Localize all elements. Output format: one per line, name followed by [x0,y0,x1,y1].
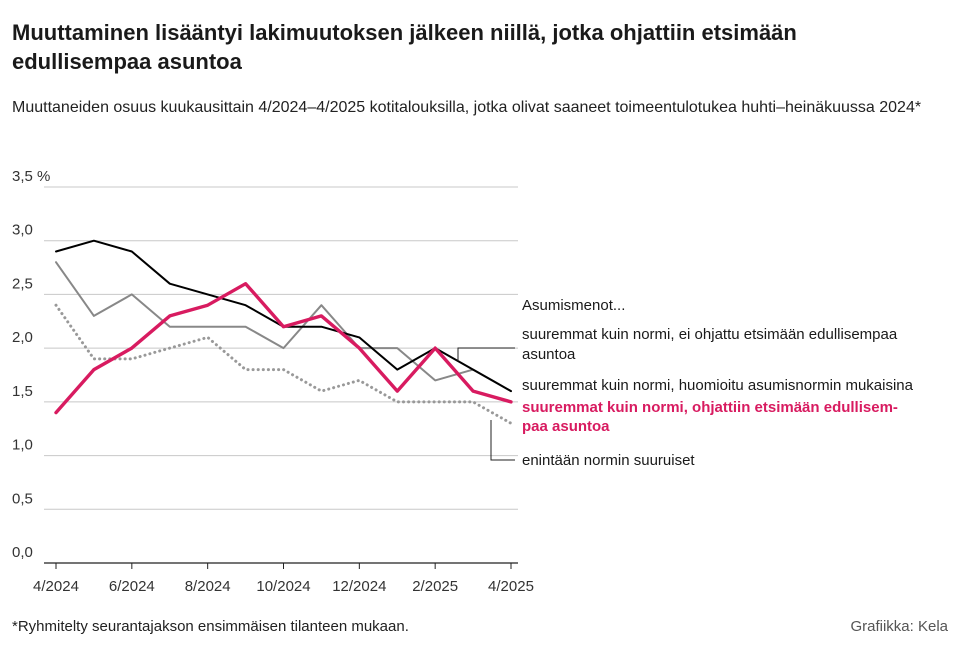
series-directed-label: suuremmat kuin normi, ohjattiin etsimään… [522,399,898,416]
y-tick-label: 1,0 [12,437,33,454]
y-tick-label: 1,5 [12,383,33,400]
x-tick-label: 4/2024 [33,578,79,595]
chart-subtitle: Muuttaneiden osuus kuukausittain 4/2024–… [12,99,922,116]
credit: Grafiikka: Kela [850,618,948,635]
series-norm-accepted-label: suuremmat kuin normi, huomioitu asumisno… [522,377,914,394]
x-tick-label: 10/2024 [256,578,310,595]
series-within-norm-line [54,303,513,425]
series-not-directed-label: asuntoa [522,346,576,363]
chart-title: Muuttaminen lisääntyi lakimuutoksen jälk… [12,20,797,74]
x-tick-label: 2/2025 [412,578,458,595]
x-axis-ticks: 4/2024 6/2024 8/2024 10/2024 12/2024 2/2025 4/… [33,563,534,595]
y-tick-label: 0,5 [12,490,33,507]
x-tick-label: 4/2025 [488,578,534,595]
y-tick-label: 3,5 % [12,168,50,185]
footnote: *Ryhmitelty seurantajakson ensimmäisen t… [12,618,409,635]
y-tick-label: 0,0 [12,544,33,561]
series-labels: Asumismenot... suuremmat kuin normi, ei o… [522,297,914,469]
series-lines [54,239,513,425]
y-tick-label: 2,0 [12,329,33,346]
series-within-norm-label: enintään normin suuruiset [522,452,695,469]
y-tick-label: 2,5 [12,275,33,292]
series-norm-accepted-line [55,261,512,393]
series-not-directed-label: suuremmat kuin normi, ei ohjattu etsimää… [522,326,898,343]
y-tick-label: 3,0 [12,222,33,239]
leader-line [490,420,515,461]
legend-heading: Asumismenot... [522,297,625,314]
y-axis-ticks: 0,0 0,5 1,0 1,5 2,0 2,5 3,0 3,5 % [12,168,50,561]
x-tick-label: 12/2024 [332,578,386,595]
series-directed-label: paa asuntoa [522,418,610,435]
x-tick-label: 8/2024 [185,578,231,595]
label-leaders [457,347,515,461]
leader-line [457,347,515,361]
x-tick-label: 6/2024 [109,578,155,595]
series-directed-line [54,282,513,415]
gridlines [44,186,518,564]
